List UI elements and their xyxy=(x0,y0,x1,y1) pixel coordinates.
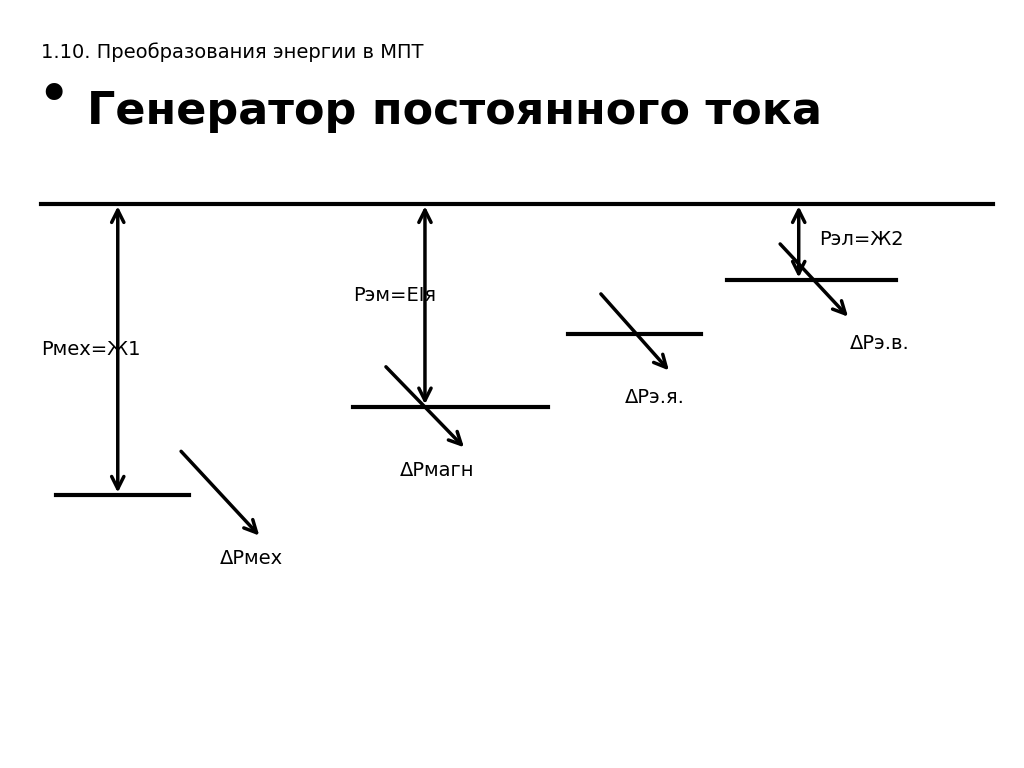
Text: Рмех=Ж1: Рмех=Ж1 xyxy=(41,340,140,359)
Text: •: • xyxy=(36,68,71,124)
Text: Рэм=EIя: Рэм=EIя xyxy=(353,286,436,305)
Text: ΔРмагн: ΔРмагн xyxy=(399,461,474,480)
Text: Рэл=Ж2: Рэл=Ж2 xyxy=(819,230,904,249)
Text: ΔРэ.в.: ΔРэ.в. xyxy=(850,334,909,353)
Text: ΔРмех: ΔРмех xyxy=(220,549,284,568)
Text: ΔРэ.я.: ΔРэ.я. xyxy=(625,388,684,407)
Text: Генератор постоянного тока: Генератор постоянного тока xyxy=(87,90,822,133)
Text: 1.10. Преобразования энергии в МПТ: 1.10. Преобразования энергии в МПТ xyxy=(41,42,424,62)
